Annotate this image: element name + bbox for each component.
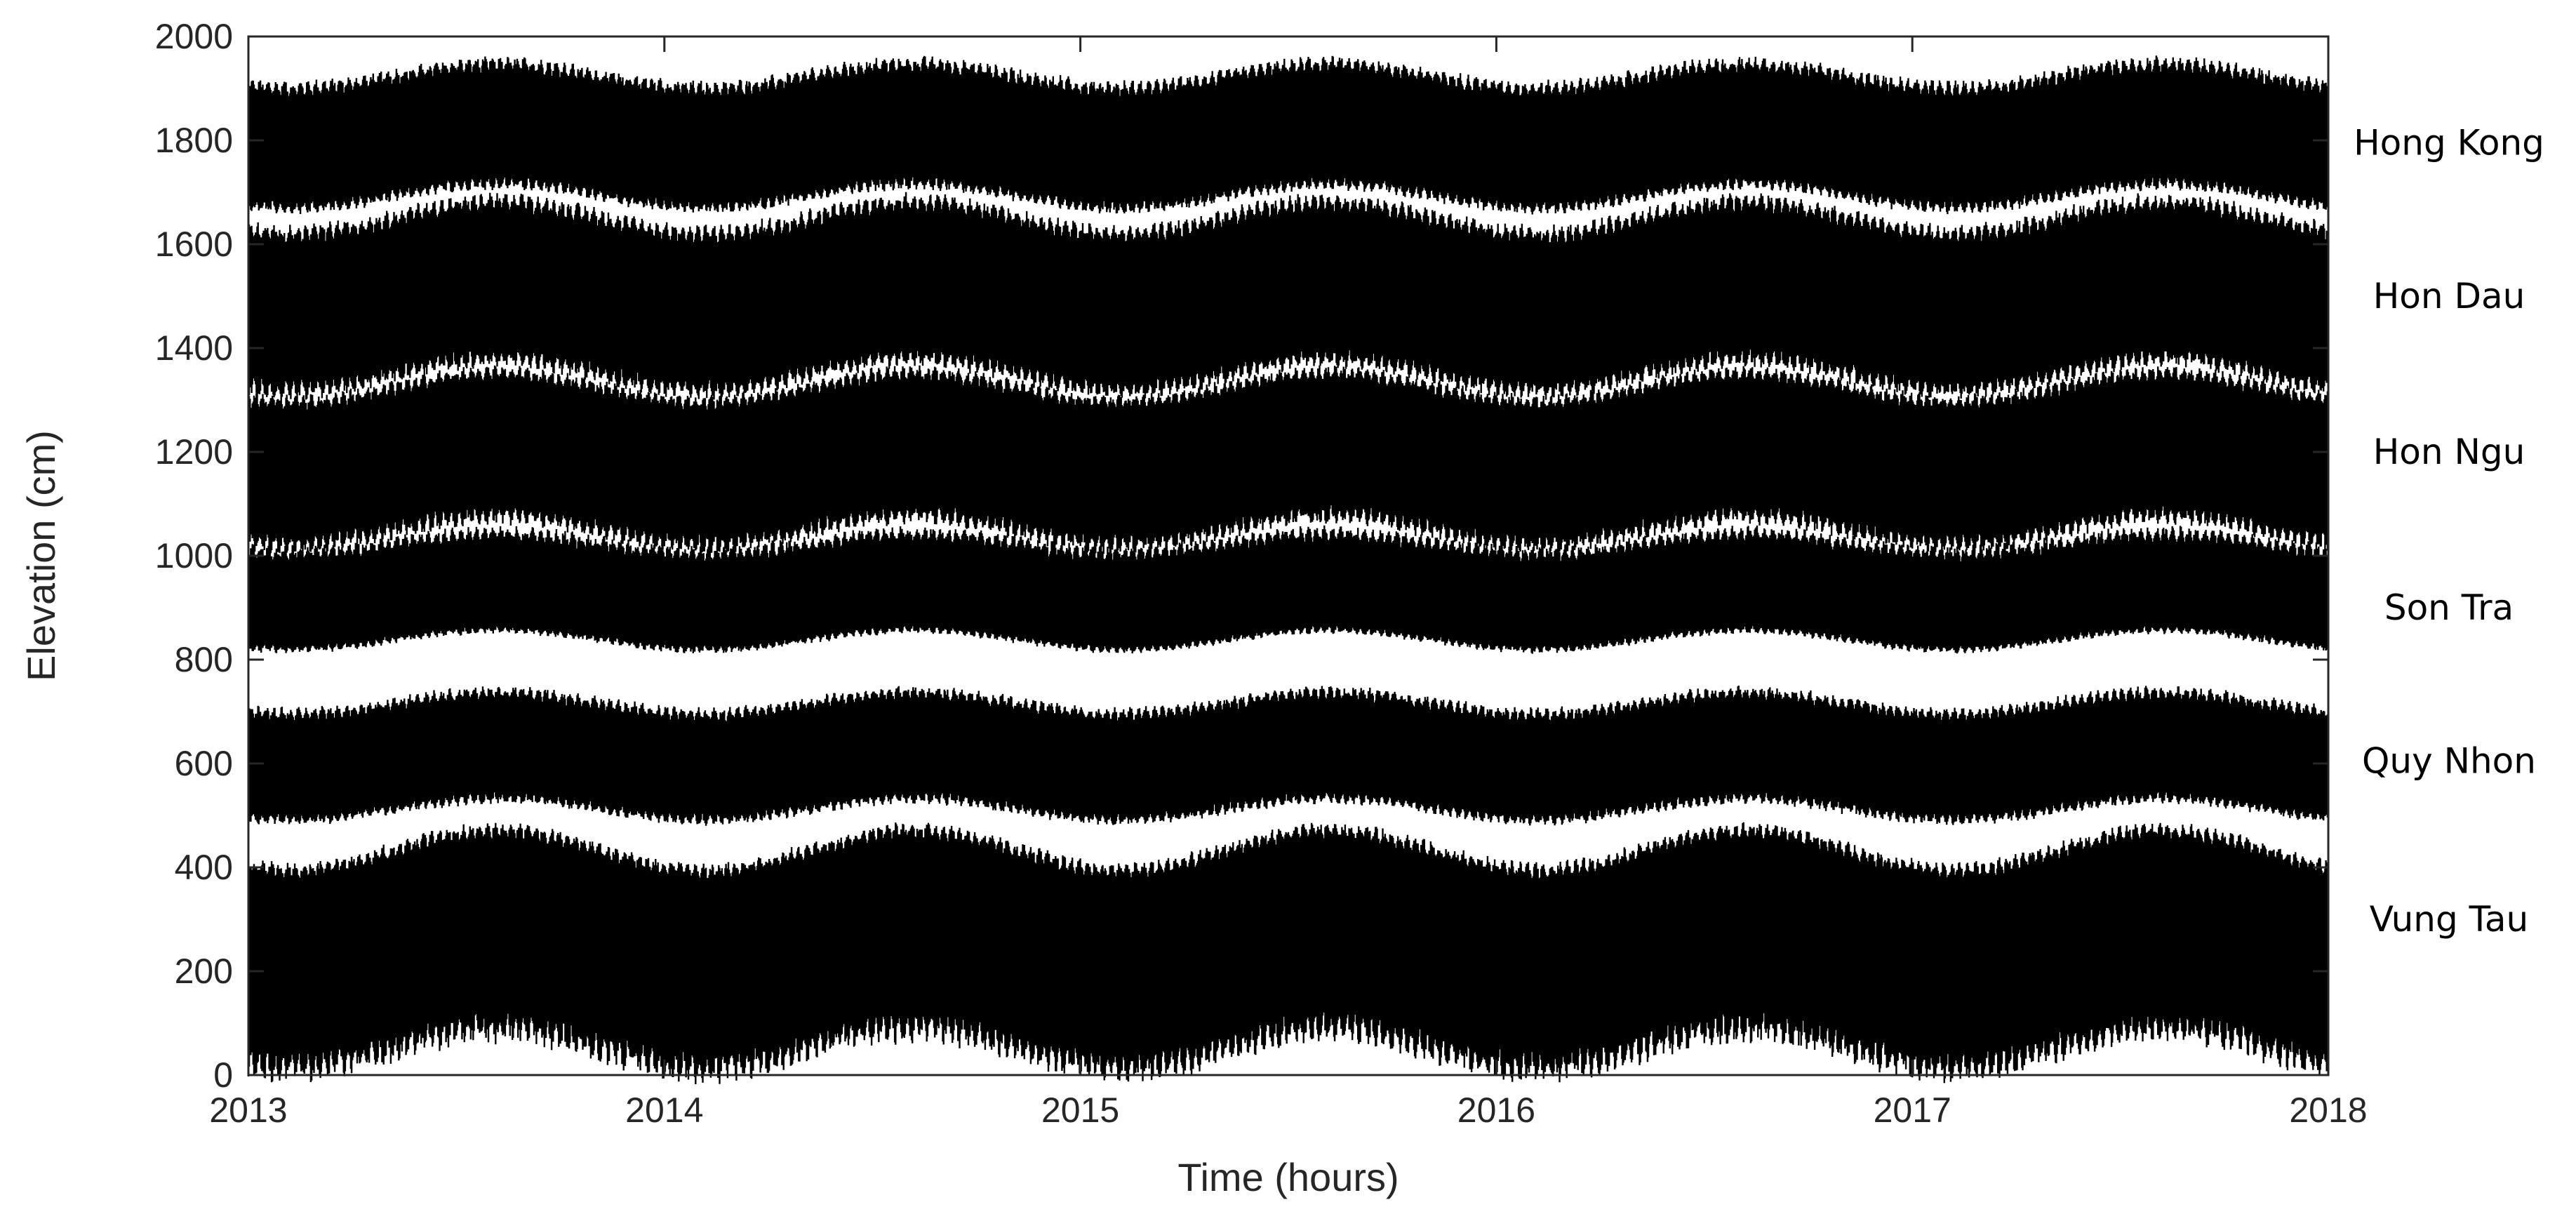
- series-label: Vung Tau: [2370, 899, 2528, 940]
- x-tick-label: 2017: [1874, 1090, 1951, 1130]
- series-trace: [247, 365, 2330, 554]
- series-label: Quy Nhon: [2362, 740, 2536, 781]
- y-tick-label: 0: [213, 1055, 233, 1095]
- series-trace: [247, 822, 2330, 1085]
- series-trace: [247, 525, 2330, 654]
- y-tick-label: 1400: [155, 328, 233, 368]
- y-tick-label: 200: [175, 952, 233, 991]
- series-label: Hon Dau: [2373, 276, 2525, 316]
- series-label: Hong Kong: [2354, 123, 2544, 164]
- x-axis: 2013 2014 2015 2016 2017 2018: [209, 36, 2368, 1130]
- y-tick-label: 400: [175, 848, 233, 887]
- y-axis: 0 200 400 600 800 1000 1200 1400 1600 1800 2000: [155, 17, 2328, 1095]
- y-tick-label: 1800: [155, 121, 233, 160]
- x-tick-label: 2013: [209, 1090, 287, 1130]
- y-tick-label: 1600: [155, 225, 233, 264]
- series-trace: [247, 685, 2330, 826]
- y-tick-label: 1000: [155, 536, 233, 575]
- series-labels: Hong Kong Hon Dau Hon Ngu Son Tra Quy Nhon Vu…: [2354, 123, 2544, 940]
- x-tick-label: 2018: [2289, 1090, 2367, 1130]
- series-label: Hon Ngu: [2373, 432, 2525, 472]
- x-tick-label: 2014: [625, 1090, 703, 1130]
- series-label: Son Tra: [2384, 587, 2514, 628]
- y-tick-label: 1200: [155, 432, 233, 472]
- x-tick-label: 2015: [1041, 1090, 1119, 1130]
- x-tick-label: 2016: [1457, 1090, 1535, 1130]
- y-tick-label: 600: [175, 744, 233, 783]
- y-tick-label: 2000: [155, 17, 233, 56]
- series-trace: [247, 192, 2330, 400]
- y-tick-label: 800: [175, 640, 233, 679]
- x-axis-title: Time (hours): [1177, 1155, 1399, 1199]
- series-trace: [247, 55, 2330, 215]
- y-axis-title: Elevation (cm): [19, 430, 63, 681]
- series-traces: [247, 55, 2330, 1085]
